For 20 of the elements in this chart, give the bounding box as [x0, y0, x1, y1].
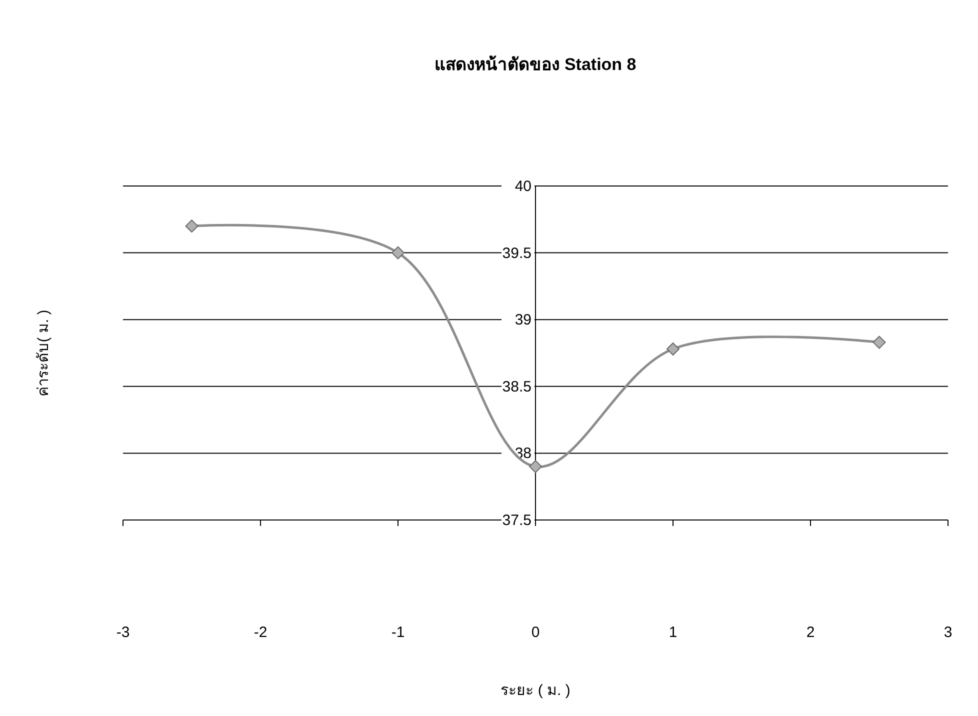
x-axis-title: ระยะ ( ม. )	[500, 682, 570, 699]
y-axis-title: ค่าระดับ( ม. )	[35, 310, 52, 396]
y-tick-label: 38.5	[502, 378, 532, 396]
x-tick-label: -3	[116, 624, 130, 641]
y-tick-label: 39	[514, 312, 532, 329]
x-tick-label: 3	[944, 624, 952, 641]
point	[872, 336, 886, 349]
y-tick-label: 39.5	[502, 244, 532, 262]
point	[529, 460, 542, 474]
x-tick-label: 2	[806, 624, 815, 641]
x-tick-label: -1	[391, 624, 405, 641]
point	[185, 220, 198, 233]
x-tick-label: 0	[531, 624, 540, 641]
chart-title: แสดงหน้าตัดของ Station 8	[434, 55, 636, 74]
x-tick-label: 1	[668, 624, 678, 641]
point	[666, 342, 680, 356]
point	[392, 246, 404, 260]
x-tick-label: -2	[254, 624, 268, 641]
y-tick-label: 40	[514, 178, 532, 195]
y-tick-label: 37.5	[502, 512, 532, 529]
